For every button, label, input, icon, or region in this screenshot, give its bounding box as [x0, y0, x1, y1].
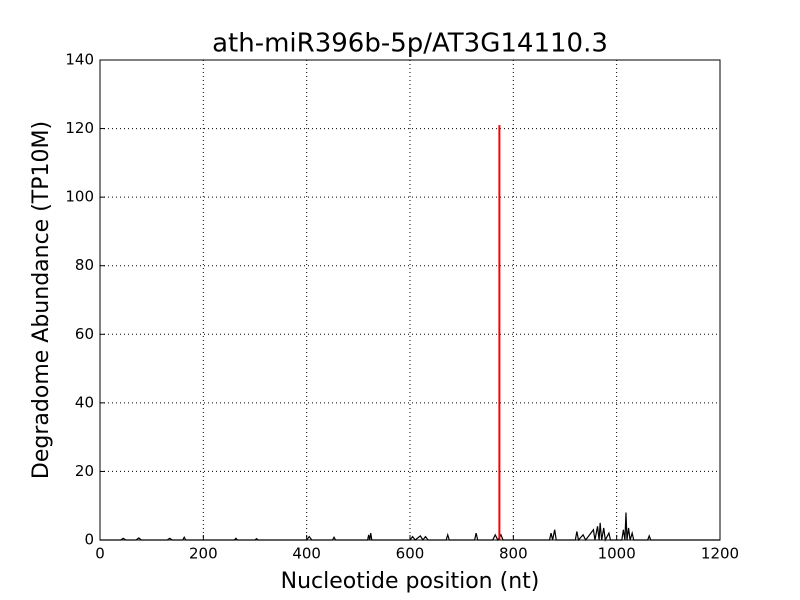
- y-tick-label: 60: [75, 325, 94, 343]
- x-tick-label: 200: [189, 545, 218, 563]
- x-tick-label: 1000: [598, 545, 636, 563]
- x-tick-label: 0: [95, 545, 105, 563]
- y-tick-label: 0: [84, 531, 94, 549]
- y-tick-label: 80: [75, 256, 94, 274]
- plot-frame: [99, 59, 721, 541]
- x-tick-label: 1200: [701, 545, 739, 563]
- y-axis-label: Degradome Abundance (TP10M): [29, 121, 54, 479]
- y-tick-label: 40: [75, 393, 94, 411]
- x-tick-label: 800: [499, 545, 528, 563]
- y-tick-label: 120: [65, 119, 94, 137]
- x-tick-label: 600: [396, 545, 425, 563]
- chart-title: ath-miR396b-5p/AT3G14110.3: [212, 29, 608, 59]
- y-tick-label: 140: [65, 51, 94, 69]
- x-tick-label: 400: [292, 545, 321, 563]
- y-tick-label: 20: [75, 462, 94, 480]
- y-tick-label: 100: [65, 188, 94, 206]
- x-axis-label: Nucleotide position (nt): [281, 569, 540, 594]
